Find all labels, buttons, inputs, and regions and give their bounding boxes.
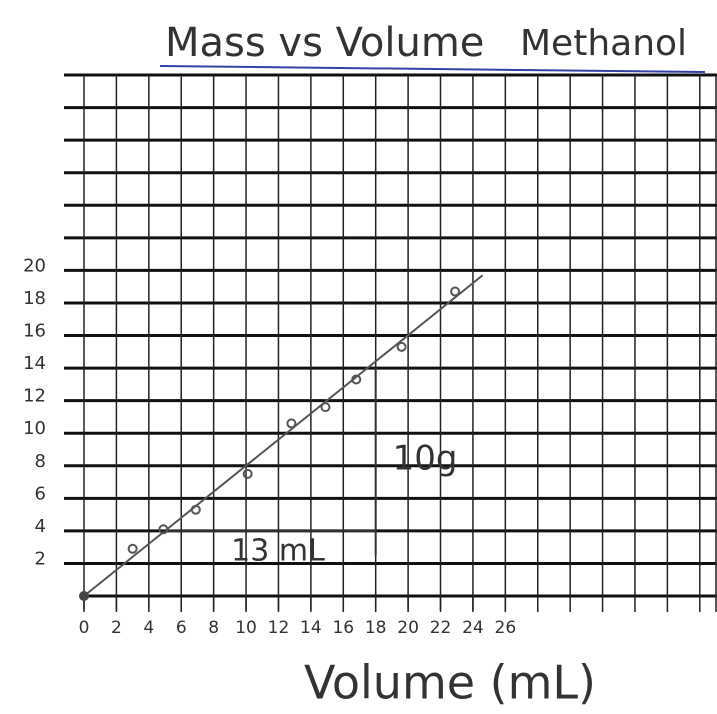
y-tick-label: 14 xyxy=(23,353,46,374)
y-tick-label: 20 xyxy=(23,255,46,276)
x-tick-label: 14 xyxy=(300,618,322,638)
y-tick-label: 12 xyxy=(23,386,46,407)
title-underline xyxy=(160,66,705,72)
y-tick-label: 10 xyxy=(23,418,46,439)
y-tick-label: 2 xyxy=(35,548,46,569)
annotation: 13 mL xyxy=(231,534,325,569)
x-tick-label: 0 xyxy=(79,618,90,638)
origin-dot xyxy=(79,591,89,601)
data-point xyxy=(451,288,459,296)
data-point xyxy=(129,545,137,553)
x-tick-label: 2 xyxy=(111,618,122,638)
x-tick-label: 18 xyxy=(365,618,387,638)
data-point xyxy=(321,403,329,411)
y-tick-label: 18 xyxy=(23,288,46,309)
data-point xyxy=(398,343,406,351)
x-tick-label: 6 xyxy=(176,618,187,638)
data-point xyxy=(287,419,295,427)
annotation: 10g xyxy=(393,439,458,479)
x-tick-label: 20 xyxy=(397,618,419,638)
graph-paper xyxy=(64,75,717,612)
y-tick-label: 6 xyxy=(35,483,46,504)
x-tick-label: 10 xyxy=(235,618,257,638)
x-tick-label: 16 xyxy=(332,618,354,638)
x-tick-label: 24 xyxy=(462,618,484,638)
x-axis-label: Volume (mL) xyxy=(304,656,596,710)
x-tick-label: 26 xyxy=(495,618,517,638)
chart-subtitle: Methanol xyxy=(520,23,687,64)
y-tick-label: 8 xyxy=(35,451,46,472)
x-tick-label: 4 xyxy=(143,618,154,638)
x-tick-label: 8 xyxy=(208,618,219,638)
chart: Mass vs Volume Methanol Volume (mL) 2468… xyxy=(0,0,717,714)
chart-title: Mass vs Volume xyxy=(165,20,484,66)
x-tick-label: 12 xyxy=(268,618,290,638)
data-point xyxy=(244,470,252,478)
y-tick-label: 4 xyxy=(35,516,46,537)
y-tick-label: 16 xyxy=(23,321,46,342)
x-tick-label: 22 xyxy=(430,618,452,638)
